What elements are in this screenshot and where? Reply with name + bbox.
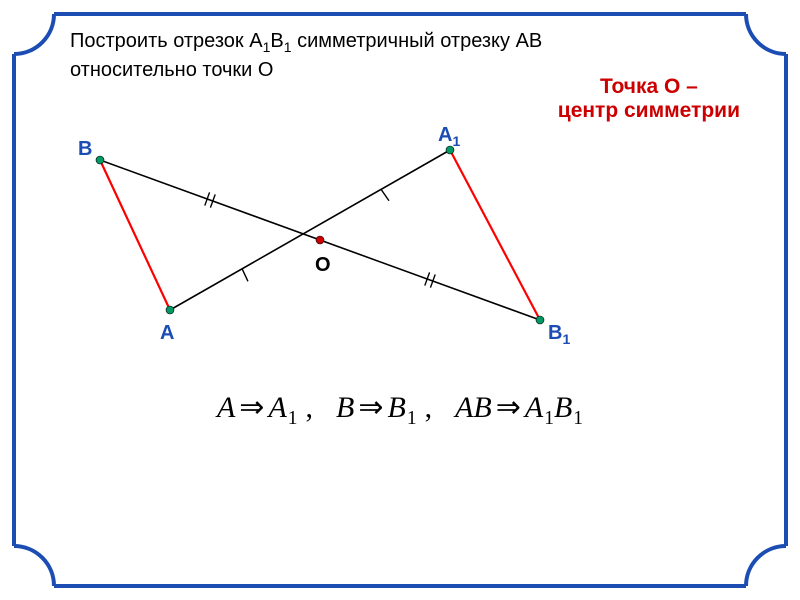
point-label-O: О bbox=[315, 254, 331, 277]
point-label-A1: А1 bbox=[438, 124, 460, 149]
task-line1-a: Построить отрезок А bbox=[70, 30, 263, 52]
point-label-B: В bbox=[78, 138, 92, 161]
task-text: Построить отрезок А1В1 симметричный отре… bbox=[70, 28, 542, 84]
task-line1-b: В bbox=[270, 30, 283, 52]
point-label-B1: В1 bbox=[548, 322, 570, 347]
task-line1-c: симметричный отрезку АВ bbox=[292, 30, 543, 52]
geometry-diagram: В А О А1 В1 bbox=[40, 110, 660, 370]
caption-line1: Точка О – bbox=[558, 75, 740, 99]
task-line2: относительно точки О bbox=[70, 59, 273, 81]
mapping-formula: A⇒A1, B⇒B1, AB⇒A1B1 bbox=[0, 390, 800, 430]
point-label-A: А bbox=[160, 322, 174, 345]
task-sub2: 1 bbox=[284, 39, 292, 55]
